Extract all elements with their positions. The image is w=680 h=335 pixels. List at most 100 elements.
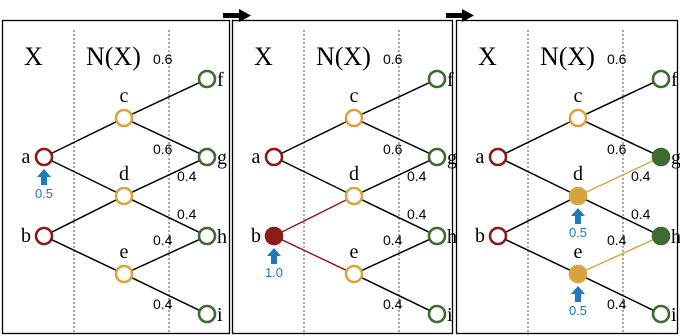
node-e	[114, 264, 134, 284]
node-a	[264, 147, 284, 167]
edge-weight-c-f: 0.6	[153, 51, 173, 67]
edge-a-c	[504, 120, 572, 155]
edge-weight-c-g: 0.6	[153, 141, 173, 157]
edge-weight-c-g: 0.6	[383, 141, 403, 157]
flow-arrow-e: 0.5	[569, 286, 587, 318]
edge-b-e	[50, 238, 118, 272]
node-d	[114, 186, 134, 206]
edge-weight-c-f: 0.6	[607, 51, 627, 67]
panel-border	[455, 19, 679, 335]
edge-weight-c-g: 0.6	[607, 141, 627, 157]
edge-c-g	[584, 120, 655, 155]
edge-d-h	[130, 198, 201, 234]
node-g	[197, 147, 217, 167]
node-label-a: a	[476, 146, 485, 168]
column-header-nx: N(X)	[540, 42, 595, 71]
edge-e-i	[584, 276, 655, 312]
edge-b-d	[280, 198, 348, 234]
edge-weight-e-i: 0.4	[383, 296, 403, 312]
node-label-b: b	[475, 225, 485, 247]
edge-weight-d-g: 0.4	[407, 168, 427, 184]
flow-value-label: 1.0	[265, 265, 283, 280]
node-label-f: f	[447, 69, 454, 91]
node-label-b: b	[251, 225, 261, 247]
edge-a-c	[280, 120, 348, 155]
column-header-x: X	[254, 42, 273, 71]
edge-b-e	[280, 238, 348, 272]
node-label-f: f	[217, 69, 224, 91]
node-c	[568, 108, 588, 128]
node-i	[197, 304, 217, 324]
edge-weight-d-h: 0.4	[631, 206, 651, 222]
node-label-a: a	[252, 146, 261, 168]
edge-weight-e-h: 0.4	[153, 232, 173, 248]
edge-weight-d-h: 0.4	[177, 206, 197, 222]
node-b	[34, 226, 54, 246]
edge-d-g	[130, 159, 201, 194]
column-header-x: X	[24, 42, 43, 71]
node-label-e: e	[574, 241, 583, 263]
flow-arrow-b: 1.0	[265, 248, 283, 280]
node-label-h: h	[671, 226, 680, 248]
node-e	[568, 264, 588, 284]
edge-c-g	[360, 120, 431, 155]
column-header-nx: N(X)	[86, 42, 141, 71]
node-b	[488, 226, 508, 246]
edge-b-e	[504, 238, 572, 272]
edge-weight-e-i: 0.4	[153, 296, 173, 312]
edge-d-h	[584, 198, 655, 234]
edge-a-d	[50, 159, 118, 194]
step-arrow-1	[223, 9, 251, 22]
edge-weight-d-h: 0.4	[407, 206, 427, 222]
node-e	[344, 264, 364, 284]
edge-weight-e-i: 0.4	[607, 296, 627, 312]
edge-d-h	[360, 198, 431, 234]
node-f	[197, 69, 217, 89]
node-i	[651, 304, 671, 324]
node-d	[568, 186, 588, 206]
node-h	[427, 226, 447, 246]
edge-d-g	[360, 159, 431, 194]
edge-e-i	[130, 276, 201, 312]
node-label-c: c	[574, 85, 583, 107]
node-f	[651, 69, 671, 89]
node-a	[488, 147, 508, 167]
panel-border	[1, 19, 231, 335]
node-b	[264, 226, 284, 246]
edge-e-h	[584, 238, 655, 272]
edge-d-g	[584, 159, 655, 194]
flow-value-label: 0.5	[35, 186, 53, 201]
node-label-d: d	[573, 163, 583, 185]
node-label-h: h	[217, 226, 227, 248]
node-label-g: g	[217, 147, 227, 169]
node-label-g: g	[671, 147, 680, 169]
column-header-nx: N(X)	[316, 42, 371, 71]
flow-arrow-a: 0.5	[35, 169, 53, 201]
flow-value-label: 0.5	[569, 225, 587, 240]
column-header-x: X	[478, 42, 497, 71]
edge-c-f	[584, 81, 655, 116]
node-label-h: h	[447, 226, 457, 248]
node-label-g: g	[447, 147, 457, 169]
node-label-c: c	[350, 85, 359, 107]
edge-a-c	[50, 120, 118, 155]
edge-e-h	[360, 238, 431, 272]
node-label-f: f	[671, 69, 678, 91]
flow-value-label: 0.5	[569, 303, 587, 318]
node-label-i: i	[671, 304, 677, 326]
edge-weight-d-g: 0.4	[177, 168, 197, 184]
node-label-i: i	[447, 304, 453, 326]
node-label-d: d	[349, 163, 359, 185]
edge-c-f	[130, 81, 201, 116]
edge-a-d	[504, 159, 572, 194]
node-h	[651, 226, 671, 246]
edge-c-g	[130, 120, 201, 155]
edge-e-h	[130, 238, 201, 272]
node-label-i: i	[217, 304, 223, 326]
node-c	[344, 108, 364, 128]
node-g	[427, 147, 447, 167]
node-f	[427, 69, 447, 89]
